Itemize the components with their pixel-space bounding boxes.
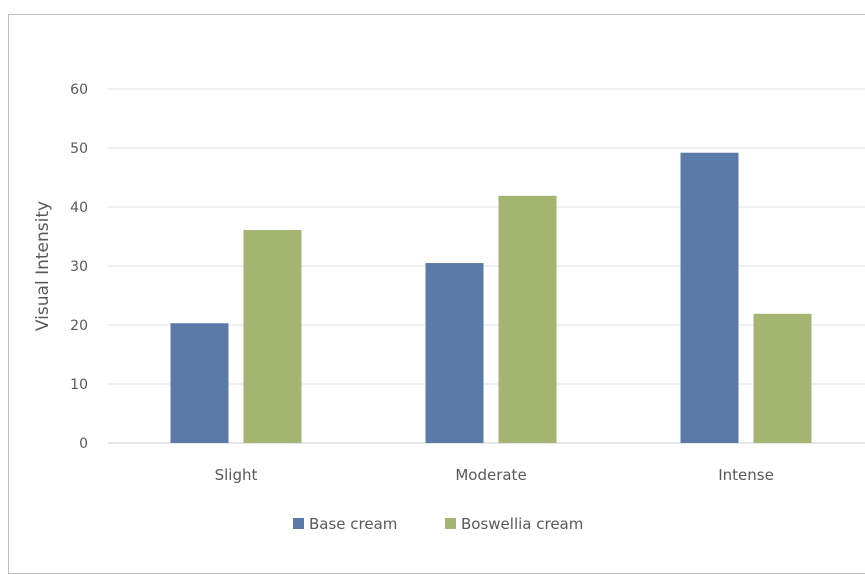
y-tick-label: 30 xyxy=(70,259,88,275)
legend-swatch xyxy=(293,518,304,529)
legend-label: Boswellia cream xyxy=(461,515,583,533)
x-tick-label: Intense xyxy=(718,466,774,484)
y-tick-labels: 0 10 20 30 40 50 60 xyxy=(70,82,88,452)
y-axis-title: Visual Intensity xyxy=(33,201,53,331)
y-tick-label: 60 xyxy=(70,82,88,98)
legend: Base cream Boswellia cream xyxy=(293,515,583,533)
legend-swatch xyxy=(445,518,456,529)
bar-base-cream-moderate xyxy=(425,263,484,443)
bar-chart: 0 10 20 30 40 50 60 Slight Moderate Intense Visu… xyxy=(33,82,865,533)
legend-label: Base cream xyxy=(309,515,397,533)
x-tick-label: Slight xyxy=(215,466,258,484)
bar-boswellia-cream-slight xyxy=(243,230,302,443)
y-tick-label: 40 xyxy=(70,200,88,216)
x-tick-label: Moderate xyxy=(455,466,526,484)
gridlines xyxy=(108,88,865,444)
bar-boswellia-cream-moderate xyxy=(498,195,557,443)
y-tick-label: 0 xyxy=(79,436,88,452)
bar-boswellia-cream-intense xyxy=(753,313,812,443)
bar-base-cream-slight xyxy=(170,323,229,443)
x-tick-labels: Slight Moderate Intense xyxy=(215,466,774,484)
bars xyxy=(170,152,812,443)
bar-base-cream-intense xyxy=(680,152,739,443)
y-tick-label: 50 xyxy=(70,141,88,157)
y-tick-label: 20 xyxy=(70,318,88,334)
y-tick-label: 10 xyxy=(70,377,88,393)
